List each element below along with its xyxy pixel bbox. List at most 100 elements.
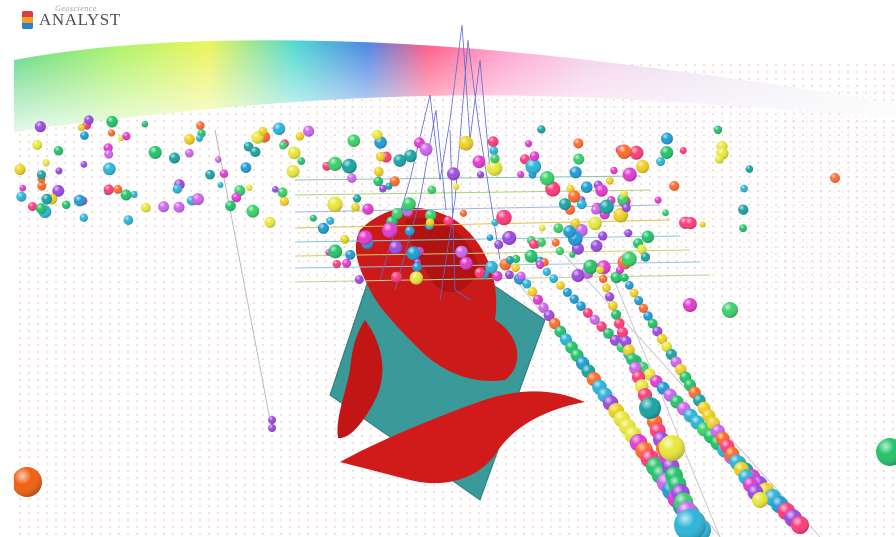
assay-sphere-shade [107, 129, 116, 137]
assay-sphere-shade [556, 281, 565, 290]
assay-sphere-shade [240, 162, 252, 173]
assay-sphere-shade [357, 230, 373, 245]
assay-sphere-shade [558, 198, 571, 211]
drillhole-trace-dip-3[interactable] [609, 269, 721, 537]
assay-sphere-shade [37, 181, 47, 191]
assay-sphere-shade [571, 269, 585, 282]
assay-sphere-shade [830, 173, 840, 183]
assay-sphere-shade [345, 249, 356, 260]
assay-sphere-shade [638, 303, 648, 314]
assay-sphere-shade [295, 132, 305, 141]
assay-sphere-shade [662, 209, 669, 217]
assay-sphere-shade [661, 132, 673, 145]
assay-sphere-shade [219, 169, 229, 178]
assay-sphere-shade [55, 167, 63, 175]
assay-sphere-shade [485, 260, 498, 274]
assay-sphere-shade [246, 184, 253, 191]
assay-sphere-shade [610, 166, 618, 175]
assay-sphere-shade [287, 146, 301, 160]
assay-sphere-shade [590, 240, 603, 252]
assay-sphere-shade [582, 307, 593, 318]
assay-sphere-shade [589, 314, 600, 325]
assay-sphere-shade [624, 229, 633, 238]
assay-sphere-shade [722, 302, 738, 318]
assay-sphere-shade [684, 217, 697, 230]
assay-sphere-shade [42, 159, 50, 167]
assay-sphere-shade [621, 203, 631, 213]
assay-sphere-shade [106, 115, 118, 128]
assay-sphere-shade [103, 184, 114, 195]
assay-sphere-shade [643, 311, 653, 321]
assay-sphere-shade [340, 234, 350, 244]
assay-sphere-shade [402, 197, 416, 211]
assay-sphere-shade [537, 237, 546, 247]
assay-sphere-shade [610, 271, 623, 284]
assay-sphere-shade [103, 162, 116, 176]
assay-sphere-shade [184, 133, 195, 145]
assay-sphere-shade [674, 509, 706, 537]
assay-sphere-shade [571, 218, 581, 228]
assay-sphere-shade [225, 200, 236, 212]
assay-sphere-shade [73, 194, 86, 207]
assay-sphere-shade [617, 327, 628, 338]
assay-sphere-shade [504, 270, 514, 280]
assay-sphere-shade [419, 142, 433, 156]
assay-sphere-shade [617, 144, 632, 159]
orebody-surface-lower[interactable] [340, 391, 585, 484]
orebody-surface-lower-left[interactable] [337, 320, 383, 439]
drillhole-trace-left[interactable] [214, 129, 271, 421]
assay-sphere-shade [511, 254, 521, 264]
left-panel-edge [0, 0, 14, 537]
assay-sphere-shade [583, 259, 598, 275]
assay-sphere-shade [104, 149, 114, 159]
assay-sphere-shade [539, 171, 555, 186]
assay-sphere-shade [791, 516, 809, 534]
assay-sphere-shade [699, 221, 706, 228]
assay-sphere-shade [551, 238, 560, 247]
assay-sphere-shade [516, 271, 526, 281]
assay-sphere-shade [679, 147, 687, 155]
assay-sphere-shade [347, 173, 357, 183]
assay-sphere-shade [14, 164, 26, 176]
assay-sphere-shade [476, 171, 485, 179]
assay-sphere-shade [491, 218, 499, 227]
assay-sphere-shade [277, 187, 288, 198]
assay-sphere-shade [382, 222, 398, 238]
assay-sphere-shade [393, 154, 407, 167]
assay-sphere-shade [489, 146, 499, 156]
assay-sphere-shade [538, 302, 549, 313]
assay-sphere-shade [297, 157, 306, 165]
assay-sphere-shade [656, 157, 666, 167]
assay-sphere-shade [122, 132, 131, 141]
assay-sphere-shade [640, 252, 651, 262]
assay-sphere-shade [148, 145, 162, 159]
app-logo: Geoscience ANALYST [22, 4, 121, 31]
assay-sphere-shade [659, 435, 685, 461]
assay-sphere-shade [745, 165, 754, 173]
assay-sphere-shade [506, 256, 514, 264]
assay-sphere-shade [603, 328, 614, 339]
assay-spheres[interactable] [14, 115, 840, 537]
assay-sphere-shade [443, 215, 453, 226]
assay-sphere-shade [595, 184, 608, 197]
assay-sphere-shade [739, 224, 747, 233]
assay-sphere-shade [205, 169, 215, 180]
assay-sphere-shade [713, 125, 723, 135]
assay-sphere-shade [184, 148, 194, 158]
assay-sphere-shade [391, 207, 403, 220]
assay-sphere-shade [303, 125, 315, 137]
assay-sphere-shade [373, 166, 384, 177]
assay-sphere-shade [246, 204, 260, 218]
assay-sphere-shade [84, 115, 94, 125]
assay-sphere-shade [599, 199, 614, 215]
assay-sphere-shade [494, 240, 504, 250]
assay-sphere-shade [714, 154, 724, 164]
assay-sphere-shade [113, 184, 123, 194]
assay-sphere-shade [173, 201, 185, 213]
assay-sphere-shade [373, 176, 384, 187]
assay-sphere-shade [647, 318, 658, 329]
assay-sphere-shade [195, 134, 204, 142]
assay-sphere-shade [562, 287, 572, 297]
